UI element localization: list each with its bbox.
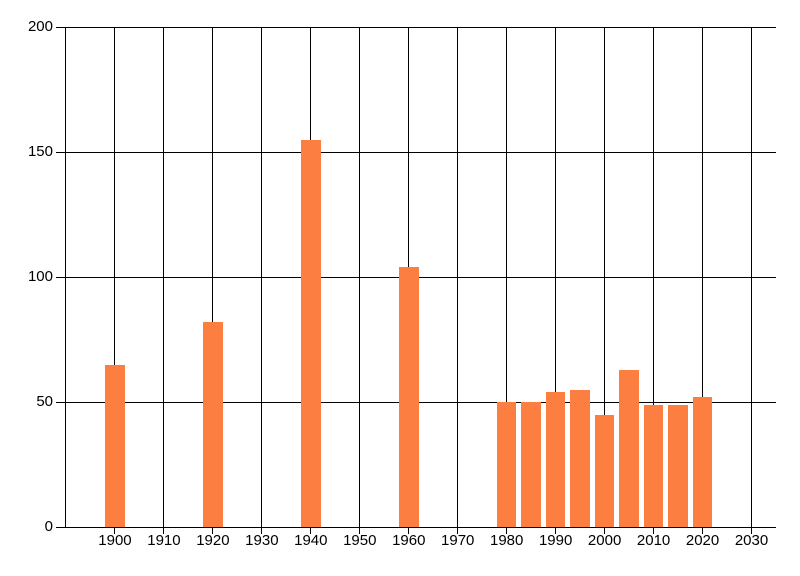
x-tick-label: 2030 bbox=[734, 532, 769, 549]
x-tick bbox=[604, 527, 606, 534]
y-tick bbox=[56, 401, 65, 403]
x-tick-label: 1930 bbox=[245, 532, 279, 549]
bar bbox=[545, 392, 566, 527]
x-tick-label: 1980 bbox=[490, 532, 524, 549]
y-gridline bbox=[66, 276, 776, 278]
y-tick bbox=[56, 276, 65, 278]
bar bbox=[105, 364, 125, 527]
x-tick bbox=[163, 527, 165, 534]
y-gridline bbox=[66, 401, 776, 403]
x-tick bbox=[359, 527, 361, 534]
x-tick-label: 1910 bbox=[147, 532, 181, 549]
plot-area: 1900 1910 1920 1930 1940 1950 1960 1970 1980 1990… bbox=[28, 18, 776, 549]
x-tick-label: 2010 bbox=[636, 532, 671, 549]
x-tick-label: 1990 bbox=[538, 532, 573, 549]
bar bbox=[570, 389, 590, 527]
bar bbox=[496, 402, 517, 527]
x-tick bbox=[555, 527, 557, 534]
x-tick bbox=[702, 527, 704, 534]
x-tick bbox=[261, 527, 263, 534]
y-gridline bbox=[66, 26, 776, 28]
y-tick-label: 150 bbox=[27, 143, 53, 160]
bar bbox=[668, 404, 688, 527]
x-tick-label: 1920 bbox=[196, 532, 230, 549]
x-tick-label: 1940 bbox=[294, 532, 328, 549]
y-gridline bbox=[66, 151, 776, 153]
x-tick bbox=[114, 527, 116, 534]
x-tick bbox=[408, 527, 410, 534]
bar bbox=[301, 139, 321, 527]
y-tick-label: 200 bbox=[27, 18, 53, 35]
y-tick bbox=[56, 526, 65, 528]
bar bbox=[398, 267, 419, 527]
x-tick-label: 2020 bbox=[685, 532, 720, 549]
bar bbox=[619, 369, 639, 527]
x-tick bbox=[506, 527, 508, 534]
x-tick-label: 2000 bbox=[587, 532, 622, 549]
bar bbox=[643, 404, 664, 527]
y-tick bbox=[56, 26, 65, 28]
x-tick bbox=[310, 527, 312, 534]
x-tick bbox=[751, 527, 753, 534]
x-tick-label: 1970 bbox=[441, 532, 475, 549]
bar bbox=[594, 414, 615, 527]
x-tick-label: 1950 bbox=[343, 532, 377, 549]
y-tick-label: 0 bbox=[44, 518, 53, 535]
y-tick bbox=[56, 151, 65, 153]
x-tick-label: 1900 bbox=[98, 532, 132, 549]
x-tick bbox=[653, 527, 655, 534]
bar bbox=[521, 402, 541, 527]
x-tick bbox=[457, 527, 459, 534]
x-tick-label: 1960 bbox=[392, 532, 426, 549]
x-tick bbox=[212, 527, 214, 534]
y-tick-label: 50 bbox=[36, 393, 53, 410]
bar bbox=[203, 322, 223, 527]
bar bbox=[692, 397, 713, 527]
y-tick-label: 100 bbox=[27, 268, 53, 285]
